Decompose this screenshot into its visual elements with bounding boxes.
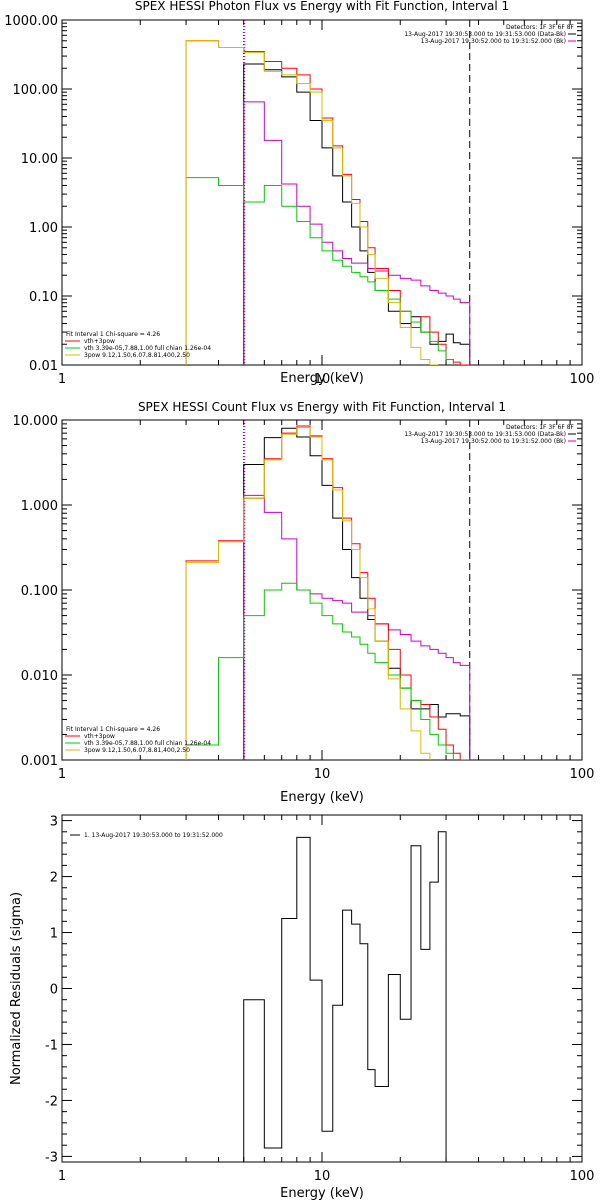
y-tick-label: 3 bbox=[50, 815, 58, 830]
legend-text: 13-Aug-2017 19:30:52.000 to 19:31:52.000… bbox=[421, 438, 566, 445]
chart-title: SPEX HESSI Count Flux vs Energy with Fit… bbox=[138, 400, 506, 414]
data-series-5 bbox=[185, 426, 431, 760]
data-series-3 bbox=[185, 425, 470, 760]
legend-text: 13-Aug-2017 19:30:53.000 to 19:31:53.000… bbox=[404, 431, 566, 438]
x-axis-label: Energy (keV) bbox=[280, 371, 364, 386]
plot-frame bbox=[61, 19, 583, 366]
x-axis-label: Energy (keV) bbox=[280, 790, 364, 805]
x-tick-label: 1 bbox=[58, 372, 66, 387]
y-axis-label: Normalized Residuals (sigma) bbox=[9, 892, 24, 1085]
legend-text: vth 3.39e-05,7.88,1.00 full chian 1.26e-… bbox=[84, 740, 211, 747]
legend-text: Fit Interval 1 Chi-square = 4.26 bbox=[66, 331, 160, 338]
series-group bbox=[185, 425, 471, 760]
panel-3: Energy (keV) Normalized Residuals (sigma)… bbox=[9, 814, 595, 1200]
y-tick-label: 0.001 bbox=[21, 754, 58, 769]
y-tick-label: 1.000 bbox=[21, 499, 58, 514]
y-tick-label: -1 bbox=[45, 1038, 58, 1053]
x-tick-label: 100 bbox=[570, 1169, 595, 1184]
legend-text: 3pow 9.12,1.50,6.07,8.81,400,2.50 bbox=[84, 352, 190, 359]
data-series-5 bbox=[185, 40, 439, 365]
data-series-1 bbox=[243, 63, 471, 365]
data-series-4 bbox=[185, 582, 454, 760]
y-tick-label: 1 bbox=[50, 927, 58, 942]
y-tick-label: 0.010 bbox=[21, 669, 58, 684]
x-tick-label: 10 bbox=[314, 372, 331, 387]
panel-1: SPEX HESSI Photon Flux vs Energy with Fi… bbox=[4, 0, 594, 387]
legend-text: vth+3pow bbox=[84, 338, 115, 345]
legend-text: vth+3pow bbox=[84, 733, 115, 740]
legend-text: Detectors: 1F 3F 6F 8F bbox=[506, 424, 575, 431]
data-series-1 bbox=[243, 427, 471, 760]
panel-2: SPEX HESSI Count Flux vs Energy with Fit… bbox=[13, 400, 595, 805]
y-tick-label: 1000.00 bbox=[4, 14, 58, 29]
x-axis-label: Energy (keV) bbox=[280, 1186, 364, 1200]
x-tick-label: 1 bbox=[58, 767, 66, 782]
y-tick-label: 0.10 bbox=[29, 290, 58, 305]
y-tick-label: -2 bbox=[45, 1094, 58, 1109]
x-tick-label: 1 bbox=[58, 1169, 66, 1184]
y-tick-label: 0 bbox=[50, 983, 58, 998]
x-tick-label: 100 bbox=[570, 767, 595, 782]
y-tick-label: 0.100 bbox=[21, 584, 58, 599]
data-series-2 bbox=[243, 494, 471, 760]
y-tick-label: -3 bbox=[45, 1150, 58, 1165]
legend-text: Fit Interval 1 Chi-square = 4.26 bbox=[66, 726, 160, 733]
legend-text: vth 3.39e-05,7.88,1.00 full chian 1.26e-… bbox=[84, 345, 211, 352]
y-tick-label: 100.00 bbox=[13, 83, 59, 98]
legend-text: 3pow 9.12,1.50,6.07,8.81,400,2.50 bbox=[84, 747, 190, 754]
series-group bbox=[243, 831, 447, 1162]
data-series-4 bbox=[185, 177, 454, 365]
series-group bbox=[185, 40, 471, 365]
y-tick-label: 10.00 bbox=[21, 152, 58, 167]
x-tick-label: 10 bbox=[314, 1169, 331, 1184]
y-tick-label: 2 bbox=[50, 871, 58, 886]
y-tick-label: 1.00 bbox=[29, 221, 58, 236]
legend-text: Detectors: 1F 3F 6F 8F bbox=[506, 24, 575, 31]
data-series-2 bbox=[243, 101, 471, 365]
legend-text: 13-Aug-2017 19:30:53.000 to 19:31:53.000… bbox=[404, 31, 566, 38]
data-series-3 bbox=[185, 40, 470, 365]
x-tick-label: 100 bbox=[570, 372, 595, 387]
y-tick-label: 10.000 bbox=[13, 414, 59, 429]
legend-text: 1. 13-Aug-2017 19:30:53.000 to 19:31:52.… bbox=[84, 832, 223, 839]
y-tick-label: 0.01 bbox=[29, 359, 58, 374]
legend-text: 13-Aug-2017 19:30:52.000 to 19:31:52.000… bbox=[421, 38, 566, 45]
x-tick-label: 10 bbox=[314, 767, 331, 782]
chart-title: SPEX HESSI Photon Flux vs Energy with Fi… bbox=[135, 0, 509, 13]
data-series-1 bbox=[243, 831, 447, 1162]
